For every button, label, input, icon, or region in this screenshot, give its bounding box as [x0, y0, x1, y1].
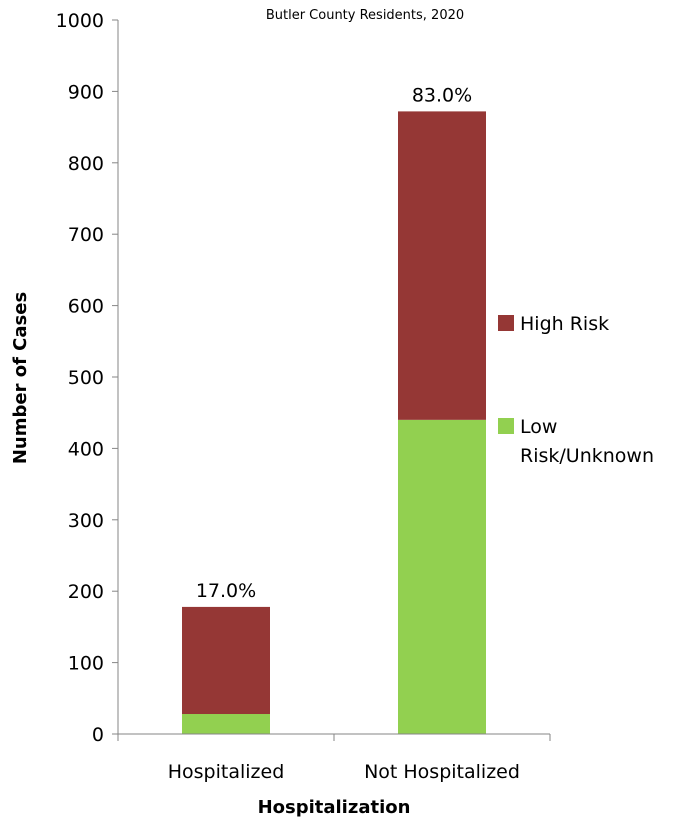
y-tick-label: 1000: [56, 10, 104, 32]
y-tick-label: 200: [68, 581, 104, 603]
y-tick-label: 0: [92, 724, 104, 746]
legend: High Risk Low Risk/Unknown: [498, 313, 654, 467]
data-label: 17.0%: [196, 580, 256, 602]
legend-swatch-high-risk: [498, 315, 514, 331]
x-tick-label: Not Hospitalized: [364, 761, 520, 783]
bar-high-risk-hospitalized: [182, 606, 270, 715]
bar-low-risk-unknown-not-hospitalized: [398, 419, 486, 734]
data-label: 83.0%: [412, 84, 472, 106]
bars: [182, 111, 486, 734]
y-tick-label: 100: [68, 653, 104, 675]
legend-label-low-risk-line2: Risk/Unknown: [520, 445, 654, 467]
y-axis-title: Number of Cases: [10, 292, 31, 464]
y-axis: 0 100 200 300 400 500 600 700 800 900 1000: [56, 10, 119, 746]
bar-high-risk-not-hospitalized: [398, 111, 486, 420]
x-axis: Hospitalized Not Hospitalized: [117, 733, 551, 783]
legend-swatch-low-risk: [498, 418, 514, 434]
chart-subtitle: Butler County Residents, 2020: [266, 8, 464, 23]
y-tick-label: 900: [68, 81, 104, 103]
data-labels: 17.0% 83.0%: [196, 84, 472, 602]
legend-label-high-risk: High Risk: [520, 313, 609, 335]
y-tick-label: 400: [68, 438, 104, 460]
y-tick-label: 500: [68, 367, 104, 389]
y-tick-label: 700: [68, 224, 104, 246]
y-tick-label: 300: [68, 510, 104, 532]
x-tick-label: Hospitalized: [168, 761, 285, 783]
x-axis-title: Hospitalization: [258, 797, 411, 818]
y-tick-label: 800: [68, 153, 104, 175]
y-tick-label: 600: [68, 296, 104, 318]
legend-label-low-risk-line1: Low: [520, 416, 557, 438]
bar-low-risk-unknown-hospitalized: [182, 714, 270, 734]
